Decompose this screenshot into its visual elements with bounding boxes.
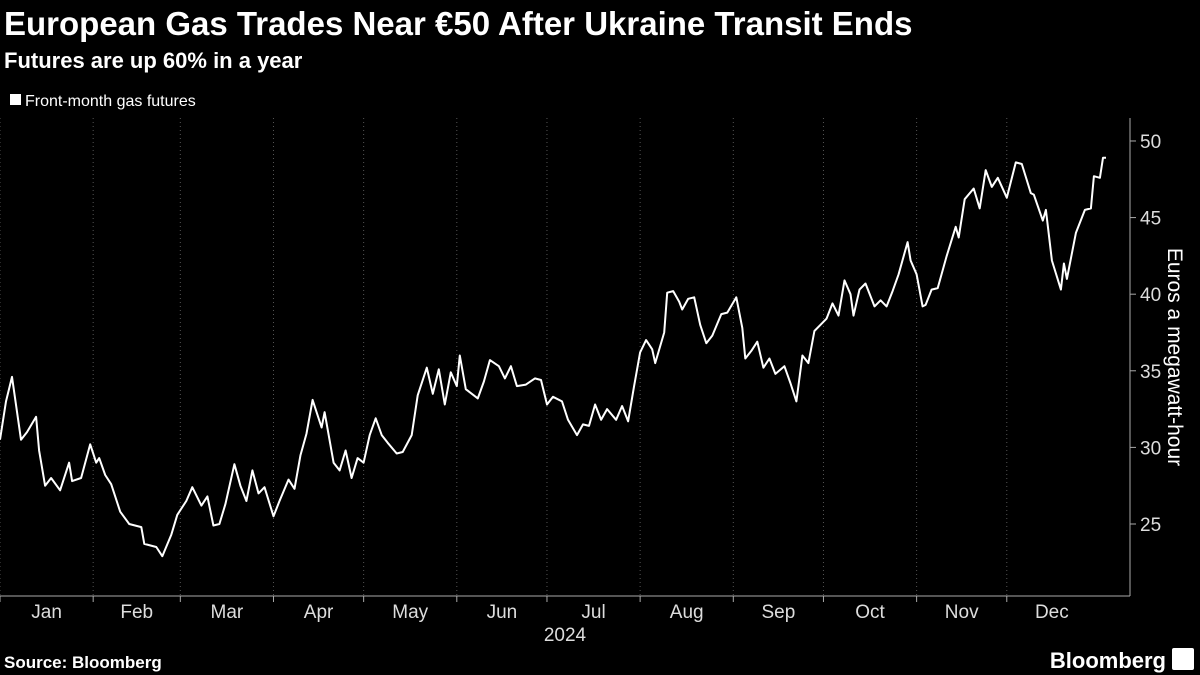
- y-tick-label: 35: [1140, 362, 1161, 383]
- x-tick-label: Oct: [855, 602, 885, 623]
- x-tick-label: Mar: [211, 602, 244, 623]
- x-tick-label: Apr: [304, 602, 334, 623]
- chart-subtitle: Futures are up 60% in a year: [4, 48, 303, 73]
- y-tick-label: 25: [1140, 515, 1161, 536]
- brand-icon: [1172, 648, 1194, 670]
- source: Source: Bloomberg: [4, 653, 162, 672]
- chart-title: European Gas Trades Near €50 After Ukrai…: [4, 5, 912, 42]
- x-tick-label: Dec: [1035, 602, 1069, 623]
- y-axis-label: Euros a megawatt-hour: [1163, 248, 1186, 466]
- y-tick-label: 30: [1140, 438, 1161, 459]
- legend-label: Front-month gas futures: [25, 93, 196, 110]
- x-axis-label: 2024: [544, 625, 587, 646]
- x-tick-label: Jul: [581, 602, 605, 623]
- series-line: [0, 156, 1106, 558]
- x-tick-label: Aug: [670, 602, 704, 623]
- y-tick-label: 40: [1140, 285, 1161, 306]
- legend-swatch: [10, 94, 21, 105]
- x-tick-label: Feb: [120, 602, 153, 623]
- x-tick-label: Nov: [945, 602, 979, 623]
- y-tick-label: 45: [1140, 209, 1161, 230]
- x-tick-label: May: [392, 602, 428, 623]
- x-tick-label: Jan: [31, 602, 62, 623]
- x-tick-label: Jun: [487, 602, 518, 623]
- brand: Bloomberg: [1050, 648, 1166, 673]
- y-tick-label: 50: [1140, 132, 1161, 153]
- x-tick-label: Sep: [761, 602, 795, 623]
